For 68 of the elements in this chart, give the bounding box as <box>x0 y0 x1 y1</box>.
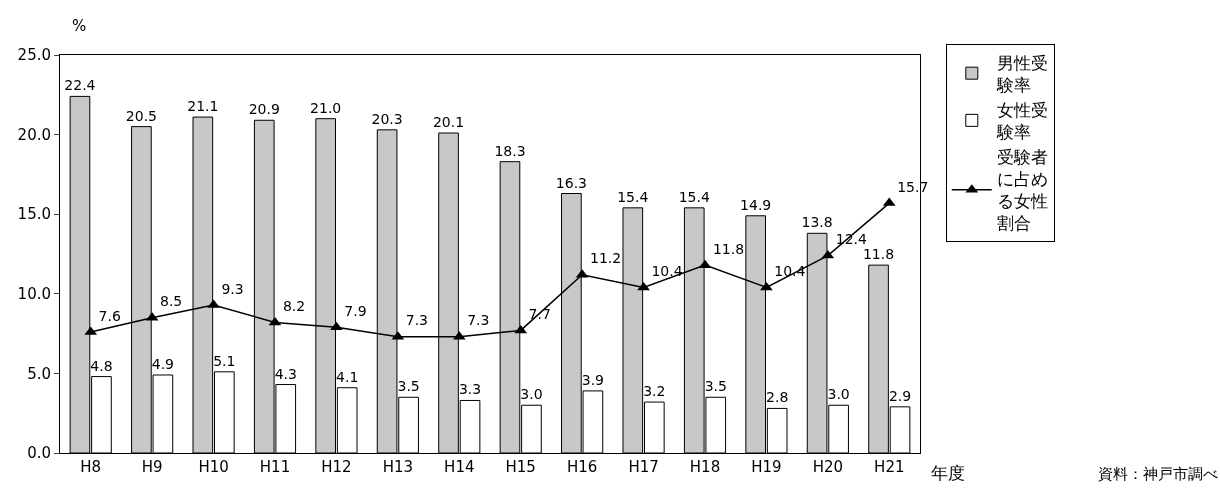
y-tick-label: 20.0 <box>17 125 51 144</box>
data-label: 3.0 <box>827 386 850 403</box>
x-tick-label: H19 <box>751 458 782 476</box>
data-label: 4.1 <box>336 368 359 385</box>
data-label: 7.9 <box>344 302 367 319</box>
x-axis-title: 年度 <box>931 463 965 483</box>
data-label: 11.8 <box>862 246 895 263</box>
data-label: 3.2 <box>643 383 666 400</box>
data-label: 7.3 <box>467 312 490 329</box>
legend-label: 受験者に占める女性割合 <box>996 147 1048 234</box>
data-label: 15.4 <box>617 188 649 205</box>
data-label: 11.8 <box>712 240 745 257</box>
y-tick-label: 5.0 <box>27 364 51 383</box>
y-tick-label: 15.0 <box>17 205 51 224</box>
data-label: 7.6 <box>98 307 121 324</box>
y-axis-title: % <box>72 17 87 35</box>
data-label: 3.0 <box>520 386 543 403</box>
point <box>268 316 282 326</box>
data-label: 11.2 <box>590 250 622 267</box>
data-label: 21.1 <box>187 98 219 115</box>
point <box>514 324 528 334</box>
x-tick-label: H9 <box>141 458 163 476</box>
x-tick-label: H20 <box>812 458 844 476</box>
y-tick-label: 10.0 <box>17 285 51 304</box>
data-label: 13.8 <box>801 214 833 231</box>
data-label: 16.3 <box>555 174 587 191</box>
data-label: 20.5 <box>125 107 157 124</box>
data-label: 3.5 <box>704 378 727 395</box>
x-tick-label: H11 <box>259 458 291 476</box>
x-tick-label: H12 <box>321 458 352 476</box>
data-label: 20.9 <box>248 101 280 118</box>
y-tick-label: 0.0 <box>27 444 51 463</box>
data-label: 8.2 <box>282 298 306 315</box>
data-label: 4.9 <box>151 355 175 372</box>
data-label: 4.8 <box>90 357 113 374</box>
x-tick-label: H16 <box>566 458 598 476</box>
data-label: 3.9 <box>581 371 605 388</box>
data-label: 5.1 <box>213 352 236 369</box>
data-label: 21.0 <box>310 99 342 116</box>
x-tick-label: H17 <box>628 458 659 476</box>
x-tick-label: H15 <box>505 458 536 476</box>
data-label: 10.4 <box>651 263 683 280</box>
legend-label: 男性受験率 <box>995 52 1048 95</box>
data-label: 20.3 <box>371 110 403 127</box>
data-label: 9.3 <box>221 280 244 297</box>
data-label: 7.3 <box>405 312 428 329</box>
data-label: 3.5 <box>397 378 420 395</box>
data-label: 4.3 <box>274 365 297 382</box>
legend-label: 女性受験率 <box>995 99 1048 143</box>
x-tick-label: H10 <box>198 458 229 476</box>
x-tick-label: H21 <box>874 458 905 476</box>
x-tick-label: H13 <box>382 458 414 476</box>
data-label: 2.9 <box>888 387 912 404</box>
data-label: 3.3 <box>458 381 482 398</box>
y-tick-label: 25.0 <box>17 46 51 65</box>
point <box>637 281 650 291</box>
data-label: 22.4 <box>64 77 96 94</box>
x-tick-label: H8 <box>80 458 102 476</box>
data-label: 8.5 <box>160 293 183 310</box>
data-label: 18.3 <box>494 142 526 159</box>
data-label: 15.4 <box>678 188 710 205</box>
x-tick-label: H14 <box>444 458 475 476</box>
data-label: 20.1 <box>432 114 465 131</box>
point <box>760 281 773 291</box>
data-label: 2.8 <box>766 389 789 406</box>
x-tick-label: H18 <box>689 458 721 476</box>
data-label: 14.9 <box>740 196 772 213</box>
text: 資料：神戸市調べ <box>1098 465 1218 483</box>
